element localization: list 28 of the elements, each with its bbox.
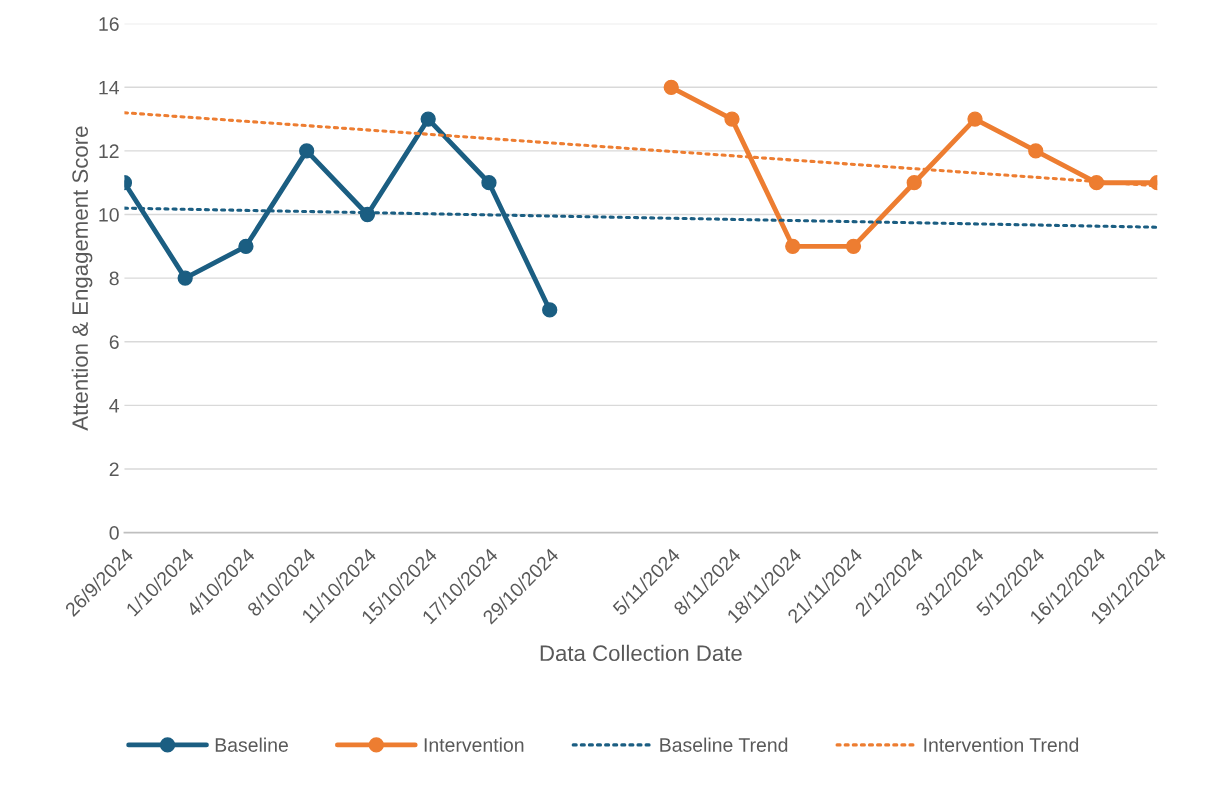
y-axis-title: Attention & Engagement Score [71,126,93,431]
legend-label: Baseline Trend [660,737,788,752]
point [663,79,679,95]
point [967,111,983,127]
y-tick-label: 2 [109,462,119,477]
y-tick-label: 10 [99,207,119,222]
x-axis-title: Data Collection Date [540,644,742,662]
legend-label: Baseline [215,737,288,752]
point [299,143,315,159]
y-tick-label: 12 [99,144,119,158]
y-tick-label: 0 [109,526,119,540]
legend-label: Intervention [424,737,524,752]
y-tick-label: 4 [109,399,119,413]
point [906,175,922,191]
point [420,111,436,127]
point [238,238,254,254]
point [785,238,801,254]
y-tick-label: 8 [109,271,119,286]
y-tick-label: 6 [109,335,119,349]
point [724,111,740,127]
point [177,270,193,286]
point [845,238,862,254]
point [481,175,497,191]
point [542,302,558,318]
legend-label: Intervention Trend [924,737,1079,752]
y-tick-label: 16 [99,17,119,31]
point [1028,143,1044,159]
y-tick-label: 14 [99,80,119,95]
